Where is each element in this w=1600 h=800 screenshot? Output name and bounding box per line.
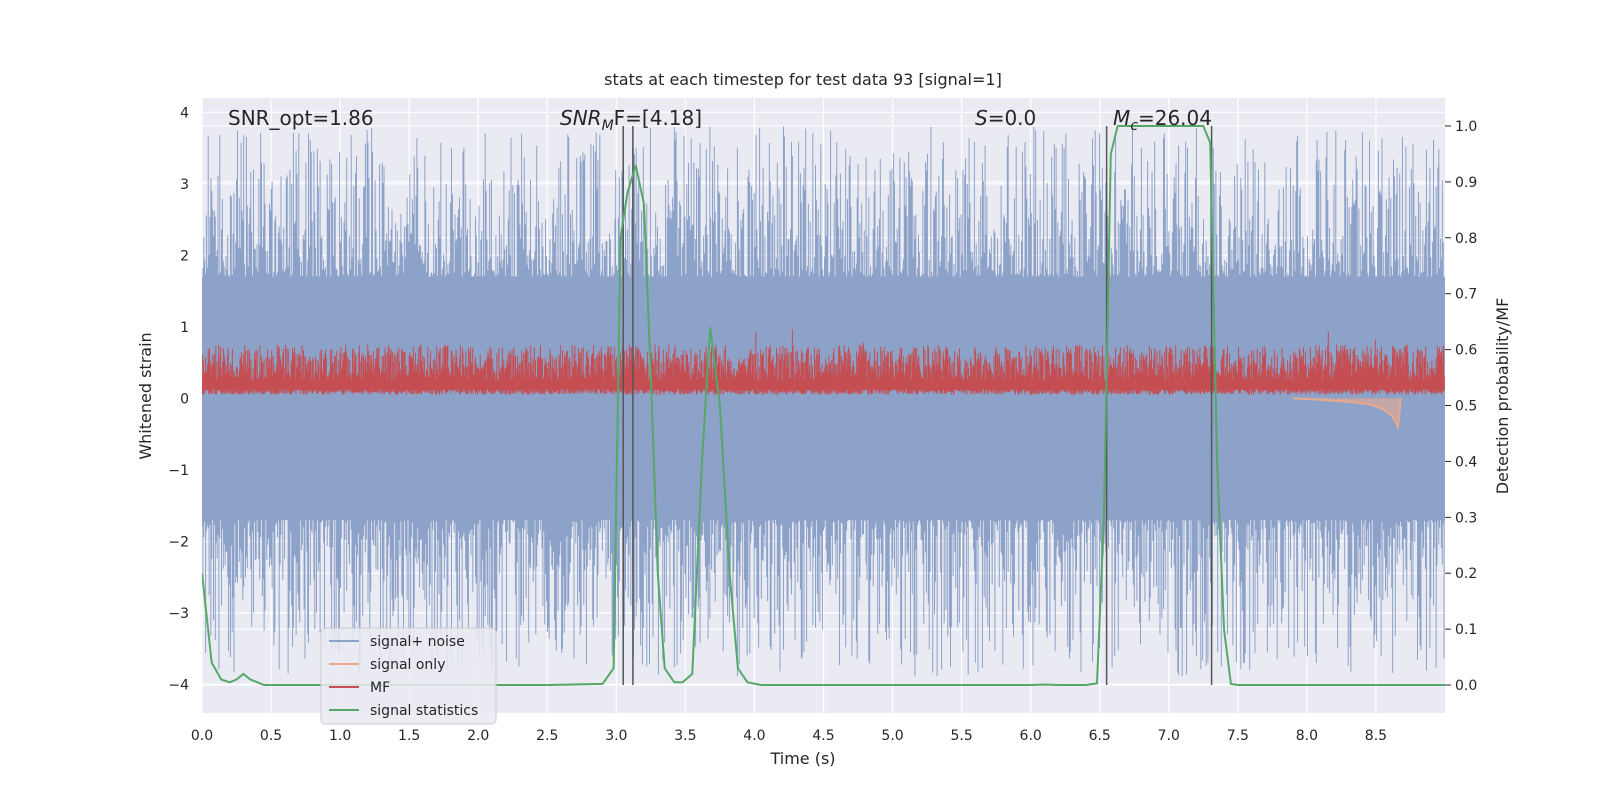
x-tick-label: 1.5 (398, 728, 420, 744)
y-tick-label-left: −3 (168, 606, 189, 622)
x-tick-label: 5.5 (950, 728, 972, 744)
legend-box (320, 627, 497, 725)
y-tick-label-left: 2 (180, 248, 189, 264)
x-tick-label: 6.5 (1089, 728, 1111, 744)
x-axis: 0.0 0.5 1.0 1.5 2.0 2.5 3.0 3.5 4.0 4.5 5.0 5.5 6.0 6… (191, 728, 1387, 744)
series-layer (202, 125, 1445, 686)
legend-label-signal-statistics: signal statistics (370, 703, 478, 719)
y-tick-label-left: 1 (180, 320, 189, 336)
x-tick-label: 1.0 (329, 728, 351, 744)
y-tick-label-right: 0.2 (1455, 566, 1477, 582)
x-tick-label: 2.5 (536, 728, 558, 744)
y-tick-label-right: 0.0 (1455, 678, 1477, 694)
mf-series (202, 329, 1445, 395)
y-tick-label-right: 0.7 (1455, 287, 1477, 303)
y-tick-label-right: 0.8 (1455, 231, 1477, 247)
y-tick-label-left: −4 (168, 677, 189, 693)
legend-label-signal-only: signal only (370, 657, 445, 673)
legend: signal+ noise signal only MF signal stat… (320, 627, 497, 725)
annotation-mc: Mc=26.04 (1113, 106, 1212, 134)
x-tick-label: 3.0 (605, 728, 627, 744)
x-axis-label: Time (s) (769, 749, 835, 768)
chart-title: stats at each timestep for test data 93 … (604, 70, 1002, 89)
y-tick-label-right: 0.1 (1455, 622, 1477, 638)
x-tick-label: 4.5 (812, 728, 834, 744)
y-axis-left-label: Whitened strain (136, 332, 155, 459)
plot-area (201, 98, 1445, 713)
y-tick-label-left: 4 (180, 105, 189, 121)
annotation-snr-opt: SNR_opt=1.86 (228, 106, 374, 130)
x-tick-label: 8.5 (1365, 728, 1387, 744)
x-tick-label: 2.0 (467, 728, 489, 744)
legend-label-signal-noise: signal+ noise (370, 634, 465, 650)
y-axis-right-label: Detection probability/MF (1493, 298, 1512, 495)
x-tick-label: 5.0 (881, 728, 903, 744)
annotation-s: S=0.0 (975, 106, 1036, 130)
x-tick-label: 3.5 (674, 728, 696, 744)
annotation-snr-mf: SNRMF=[4.18] (560, 106, 702, 134)
y-tick-label-right: 0.6 (1455, 343, 1477, 359)
x-tick-label: 4.0 (743, 728, 765, 744)
x-tick-label: 7.0 (1158, 728, 1180, 744)
y-tick-label-right: 0.5 (1455, 399, 1477, 415)
x-tick-label: 7.5 (1227, 728, 1249, 744)
y-tick-label-left: −1 (168, 463, 189, 479)
y-axis-right: 1.0 0.9 0.8 0.7 0.6 0.5 0.4 0.3 0.2 0.1 0.0 (1445, 119, 1477, 694)
x-tick-label: 8.0 (1296, 728, 1318, 744)
x-tick-label: 0.5 (260, 728, 282, 744)
x-tick-label: 6.0 (1020, 728, 1042, 744)
y-axis-left: 4 3 2 1 0 −1 −2 −3 −4 (168, 105, 189, 693)
y-tick-label-left: −2 (168, 534, 189, 550)
legend-label-mf: MF (370, 680, 390, 696)
x-tick-label: 0.0 (191, 728, 213, 744)
y-tick-label-right: 0.3 (1455, 510, 1477, 526)
y-tick-label-left: 3 (180, 177, 189, 193)
y-tick-label-right: 1.0 (1455, 119, 1477, 135)
y-tick-label-left: 0 (180, 391, 189, 407)
y-tick-label-right: 0.4 (1455, 454, 1477, 470)
signal-only-series (1293, 397, 1402, 431)
y-tick-label-right: 0.9 (1455, 175, 1477, 191)
